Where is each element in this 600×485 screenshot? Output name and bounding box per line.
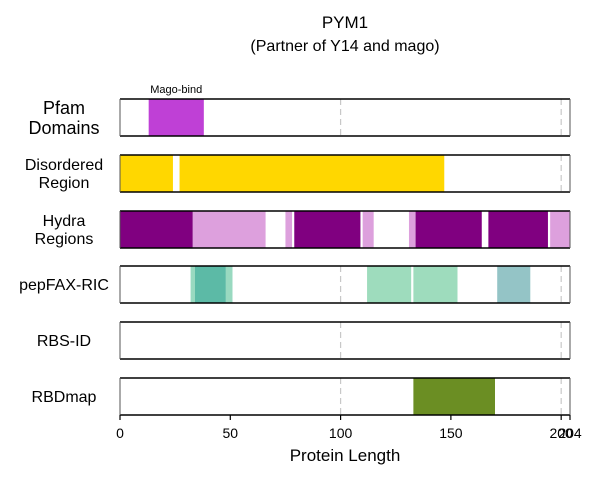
track-label-5: RBDmap <box>32 389 97 406</box>
x-tick-label-3: 150 <box>439 425 463 441</box>
track-3 <box>119 265 571 304</box>
track-0: Mago-bind <box>119 84 571 137</box>
segment-0-0 <box>148 99 204 136</box>
x-tick-label-0: 0 <box>116 425 124 441</box>
track-5 <box>119 377 571 416</box>
segment-3-3 <box>367 266 412 303</box>
track-label-4: RBS-ID <box>37 333 91 350</box>
track-label-2: Hydra Regions <box>35 213 94 248</box>
segment-2-8 <box>550 211 570 248</box>
track-1 <box>119 154 571 193</box>
track-label-line: Regions <box>35 231 94 248</box>
x-tick-label-4: 200 <box>549 425 573 441</box>
segment-2-1 <box>192 211 266 248</box>
segment-1-0 <box>120 155 173 192</box>
x-tick-label-2: 100 <box>329 425 353 441</box>
track-label-1: Disordered Region <box>25 157 103 192</box>
segment-2-0 <box>120 211 193 248</box>
x-axis-label: Protein Length <box>290 446 401 465</box>
segment-3-5 <box>497 266 531 303</box>
chart-title: PYM1 <box>322 13 368 32</box>
track-2 <box>119 210 571 249</box>
track-label-line: Hydra <box>43 213 86 230</box>
segment-5-0 <box>413 378 495 415</box>
segment-2-4 <box>362 211 374 248</box>
chart-subtitle: (Partner of Y14 and mago) <box>250 38 439 55</box>
segment-1-1 <box>179 155 445 192</box>
track-label-line: RBDmap <box>32 389 97 406</box>
segment-label: Mago-bind <box>150 84 202 96</box>
track-label-line: Disordered <box>25 157 103 174</box>
track-4 <box>119 321 571 360</box>
track-label-line: Domains <box>28 118 99 138</box>
track-label-line: Region <box>39 175 90 192</box>
track-label-3: pepFAX-RIC <box>19 277 109 294</box>
segment-2-6 <box>415 211 482 248</box>
track-label-line: pepFAX-RIC <box>19 277 109 294</box>
segment-3-0 <box>190 266 195 303</box>
track-background <box>120 322 570 359</box>
segment-3-2 <box>225 266 233 303</box>
x-tick-label-5: 204 <box>558 425 582 441</box>
x-tick-label-1: 50 <box>223 425 239 441</box>
track-label-line: Pfam <box>43 98 85 118</box>
segment-2-5 <box>408 211 416 248</box>
segment-2-7 <box>488 211 548 248</box>
segment-2-3 <box>294 211 361 248</box>
track-background <box>120 378 570 415</box>
track-label-line: RBS-ID <box>37 333 91 350</box>
segment-2-2 <box>285 211 293 248</box>
segment-3-1 <box>195 266 226 303</box>
track-label-0: Pfam Domains <box>28 98 99 138</box>
segment-3-4 <box>413 266 458 303</box>
